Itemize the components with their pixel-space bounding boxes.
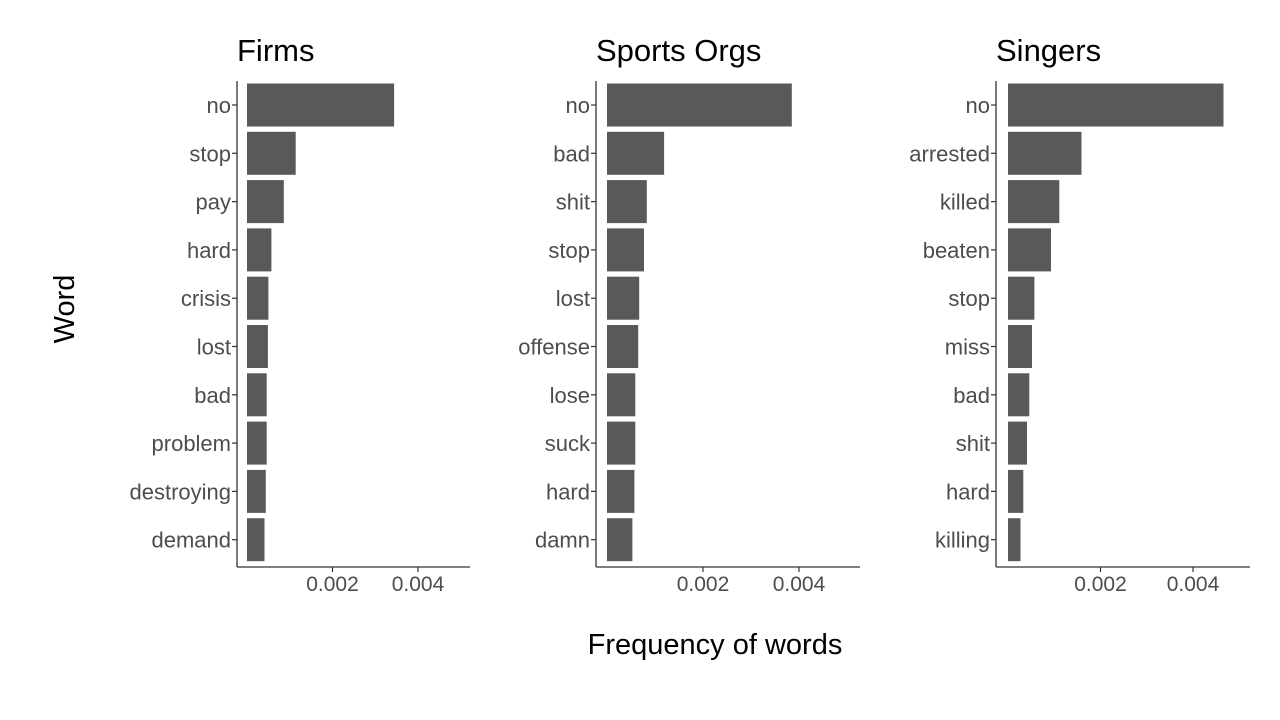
bar bbox=[247, 518, 265, 562]
bar bbox=[247, 276, 269, 320]
y-tick-label: hard bbox=[187, 238, 231, 263]
y-tick-label: pay bbox=[196, 190, 231, 215]
bar bbox=[607, 421, 636, 465]
bar bbox=[1008, 83, 1224, 127]
facet-title: Singers bbox=[996, 33, 1101, 68]
facet-title: Firms bbox=[237, 33, 314, 68]
y-tick-label: bad bbox=[194, 383, 231, 408]
bar bbox=[1008, 469, 1024, 513]
y-tick-label: hard bbox=[946, 479, 990, 504]
y-tick-label: lost bbox=[197, 335, 231, 360]
y-tick-label: killing bbox=[935, 528, 990, 553]
x-tick-label: 0.004 bbox=[392, 573, 445, 596]
y-tick-label: damn bbox=[535, 528, 590, 553]
bar bbox=[247, 373, 267, 417]
y-tick-label: miss bbox=[945, 335, 990, 360]
y-tick-label: bad bbox=[953, 383, 990, 408]
bar bbox=[247, 131, 296, 175]
bar bbox=[247, 469, 266, 513]
bar bbox=[607, 131, 665, 175]
bar bbox=[607, 469, 635, 513]
y-tick-label: bad bbox=[553, 141, 590, 166]
y-tick-label: beaten bbox=[923, 238, 990, 263]
y-tick-label: no bbox=[566, 93, 590, 118]
x-tick-label: 0.004 bbox=[773, 573, 826, 596]
y-tick-label: no bbox=[207, 93, 231, 118]
y-axis-label: Word bbox=[49, 275, 81, 344]
x-tick-label: 0.002 bbox=[306, 573, 359, 596]
bar bbox=[247, 228, 272, 272]
bar bbox=[1008, 518, 1021, 562]
y-tick-label: stop bbox=[189, 141, 231, 166]
y-tick-label: problem bbox=[152, 431, 231, 456]
bar bbox=[1008, 373, 1030, 417]
y-tick-label: shit bbox=[956, 431, 990, 456]
chart-panels: Firmsnostoppayhardcrisislostbadproblemde… bbox=[129, 33, 1250, 596]
x-tick-label: 0.002 bbox=[677, 573, 730, 596]
bar bbox=[607, 83, 792, 127]
bar bbox=[247, 325, 268, 368]
y-tick-label: suck bbox=[545, 431, 591, 456]
y-tick-label: stop bbox=[548, 238, 590, 263]
y-tick-label: destroying bbox=[129, 479, 231, 504]
bar bbox=[247, 421, 267, 465]
bar bbox=[1008, 421, 1027, 465]
bar bbox=[607, 228, 644, 272]
bar bbox=[1008, 276, 1035, 320]
bar bbox=[247, 180, 284, 224]
y-tick-label: demand bbox=[151, 528, 231, 553]
y-tick-label: crisis bbox=[181, 286, 231, 311]
facet-title: Sports Orgs bbox=[596, 33, 761, 68]
x-axis-label: Frequency of words bbox=[588, 629, 843, 661]
y-tick-label: stop bbox=[948, 286, 990, 311]
bar bbox=[607, 276, 640, 320]
bar bbox=[607, 325, 639, 368]
x-tick-label: 0.002 bbox=[1074, 573, 1127, 596]
x-tick-label: 0.004 bbox=[1167, 573, 1220, 596]
y-tick-label: lost bbox=[556, 286, 590, 311]
bar bbox=[607, 373, 636, 417]
y-tick-label: lose bbox=[550, 383, 590, 408]
y-tick-label: killed bbox=[940, 190, 990, 215]
bar bbox=[247, 83, 395, 127]
bar bbox=[1008, 180, 1060, 224]
y-tick-label: no bbox=[966, 93, 990, 118]
bar bbox=[1008, 325, 1032, 368]
bar bbox=[1008, 228, 1051, 272]
bar bbox=[1008, 131, 1082, 175]
bar bbox=[607, 180, 647, 224]
y-tick-label: shit bbox=[556, 190, 590, 215]
y-tick-label: offense bbox=[518, 335, 590, 360]
y-tick-label: hard bbox=[546, 479, 590, 504]
bar bbox=[607, 518, 633, 562]
y-tick-label: arrested bbox=[909, 141, 990, 166]
